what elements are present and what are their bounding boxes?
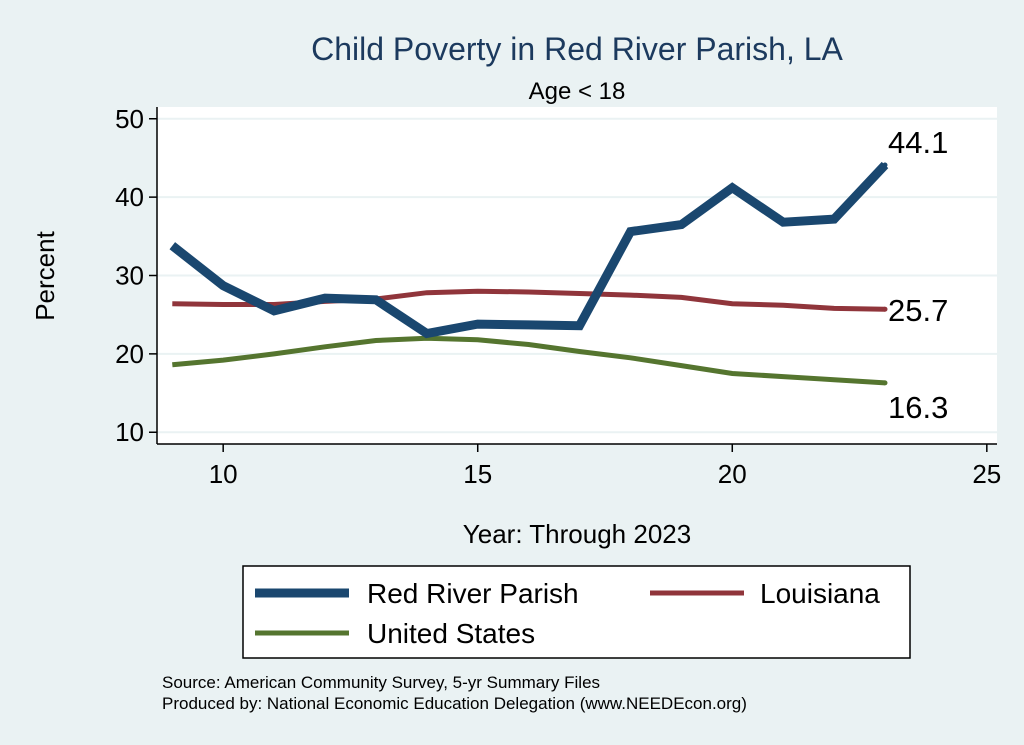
x-tick-label-15: 15 [463,459,492,489]
legend-label-red-river-parish: Red River Parish [367,578,579,609]
end-label-louisiana: 25.7 [888,293,948,328]
legend-label-united-states: United States [367,618,535,649]
legend-label-louisiana: Louisiana [760,578,880,609]
series-line-united-states [172,335,886,386]
gridlines [157,117,997,434]
produced-by-note: Produced by: National Economic Education… [162,694,747,713]
end-labels: 44.1 25.7 16.3 [888,125,948,425]
series-lines [169,161,889,386]
legend-box [242,565,911,659]
series-endpoint-louisiana [882,306,888,312]
source-note: Source: American Community Survey, 5-yr … [162,673,600,692]
end-label-united-states: 16.3 [888,390,948,425]
end-label-red-river-parish: 44.1 [888,125,948,160]
series-endpoint-red-river-parish [882,162,888,168]
x-axis-title: Year: Through 2023 [463,519,691,549]
chart-title: Child Poverty in Red River Parish, LA [311,31,843,67]
x-tick-label-20: 20 [718,459,747,489]
y-tick-label-20: 20 [115,339,144,369]
x-tick-label-25: 25 [972,459,1001,489]
y-tick-label-30: 30 [115,261,144,291]
series-line-red-river-parish [169,161,889,339]
x-axis: 10 15 20 25 [157,443,1001,489]
y-tick-label-40: 40 [115,182,144,212]
chart-subtitle: Age < 18 [529,78,626,105]
y-tick-label-10: 10 [115,417,144,447]
y-axis: 10 20 30 40 50 [115,104,158,447]
y-tick-label-50: 50 [115,104,144,134]
y-axis-title: Percent [30,230,60,320]
series-endpoint-united-states [882,380,888,386]
legend: Red River Parish Louisiana United States [242,565,911,659]
x-tick-label-10: 10 [209,459,238,489]
